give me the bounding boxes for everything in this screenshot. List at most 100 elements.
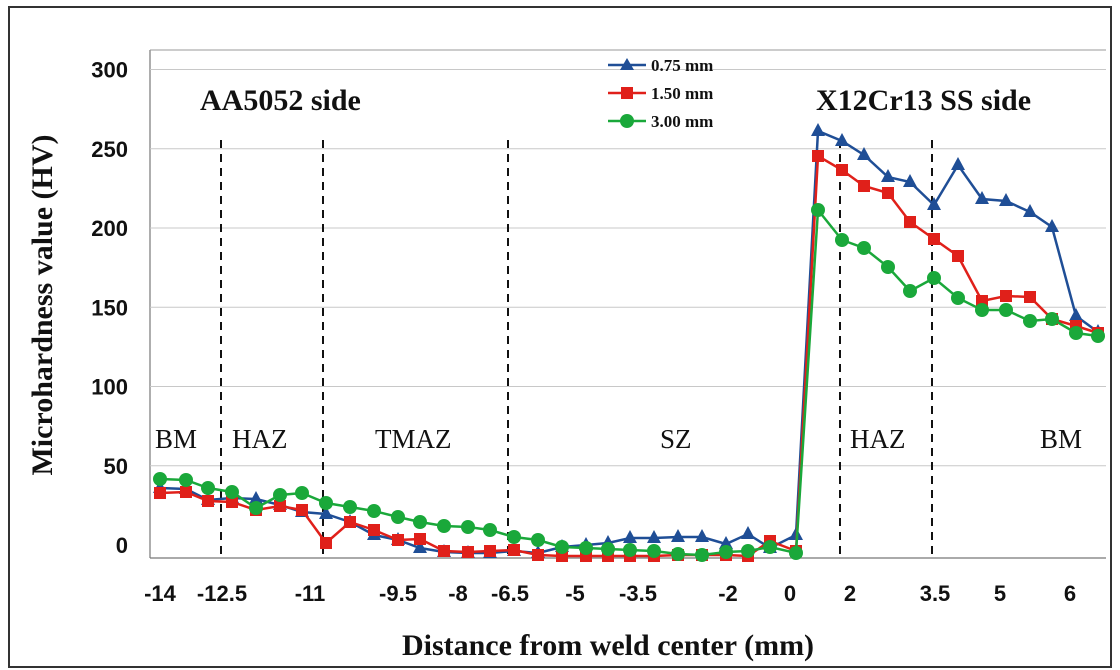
data-point	[671, 529, 685, 542]
data-point	[1045, 312, 1059, 326]
data-point	[295, 486, 309, 500]
data-point	[927, 197, 941, 210]
data-point	[999, 193, 1013, 206]
series-3-00-mm	[153, 203, 1105, 562]
x-tick--12.5: -12.5	[197, 581, 247, 606]
data-point	[392, 534, 404, 546]
series-layer	[153, 123, 1105, 562]
y-tick-300: 300	[91, 58, 128, 83]
data-point	[763, 540, 777, 554]
data-point	[789, 546, 803, 560]
data-point	[975, 303, 989, 317]
data-point	[484, 545, 496, 557]
data-point	[413, 515, 427, 529]
data-point	[623, 543, 637, 557]
legend-label-1-50: 1.50 mm	[651, 84, 713, 103]
data-point	[273, 488, 287, 502]
legend-marker-triangle-icon	[620, 58, 634, 70]
data-point	[903, 174, 917, 187]
y-tick-100: 100	[91, 375, 128, 400]
legend-label-3-00: 3.00 mm	[651, 112, 713, 131]
data-point	[1069, 308, 1083, 321]
data-point	[835, 133, 849, 146]
region-label-tmaz: TMAZ	[375, 424, 452, 454]
data-point	[1023, 314, 1037, 328]
data-point	[483, 523, 497, 537]
data-point	[903, 284, 917, 298]
y-tick-50: 50	[104, 454, 128, 479]
data-point	[881, 260, 895, 274]
data-point	[555, 540, 569, 554]
legend-label-0-75: 0.75 mm	[651, 56, 713, 75]
data-point	[532, 549, 544, 561]
data-point	[811, 123, 825, 136]
data-point	[975, 191, 989, 204]
data-point	[531, 533, 545, 547]
data-point	[719, 536, 733, 549]
x-tick-0: 0	[784, 581, 796, 606]
data-point	[858, 180, 870, 192]
data-point	[413, 540, 427, 553]
data-point	[343, 500, 357, 514]
data-point	[857, 241, 871, 255]
region-label-bm-left: BM	[155, 424, 197, 454]
y-tick-labels: 0 50 100 150 200 250 300 350	[91, 0, 128, 558]
x-tick--3.5: -3.5	[619, 581, 657, 606]
x-tick--2: -2	[718, 581, 738, 606]
zone-boundaries	[220, 140, 933, 558]
data-point	[671, 547, 685, 561]
data-point	[951, 291, 965, 305]
y-tick-350: 350	[91, 0, 128, 3]
data-point	[811, 203, 825, 217]
data-point	[249, 501, 263, 515]
x-tick-6: 6	[1064, 581, 1076, 606]
data-point	[579, 541, 593, 555]
data-point	[226, 496, 238, 508]
x-tick-3.5: 3.5	[920, 581, 951, 606]
x-axis-label: Distance from weld center (mm)	[402, 629, 814, 662]
data-point	[951, 157, 965, 170]
region-label-haz-left: HAZ	[232, 424, 288, 454]
data-point	[741, 526, 755, 539]
x-tick--5: -5	[565, 581, 585, 606]
x-tick--8: -8	[448, 581, 468, 606]
x-tick--14: -14	[144, 581, 177, 606]
data-point	[835, 233, 849, 247]
data-point	[202, 495, 214, 507]
data-point	[225, 485, 239, 499]
x-tick--6.5: -6.5	[491, 581, 529, 606]
data-point	[507, 530, 521, 544]
data-point	[999, 303, 1013, 317]
x-tick--9.5: -9.5	[379, 581, 417, 606]
x-tick-5: 5	[994, 581, 1006, 606]
right-side-label: X12Cr13 SS side	[816, 84, 1031, 117]
data-point	[154, 487, 166, 499]
x-tick-2: 2	[844, 581, 856, 606]
x-tick-labels: -14 -12.5 -11 -9.5 -8 -6.5 -5 -3.5 -2 0 2 3.5 5 6	[144, 581, 1076, 606]
y-tick-0: 0	[116, 533, 128, 558]
data-point	[462, 546, 474, 558]
data-point	[836, 164, 848, 176]
data-point	[319, 496, 333, 510]
y-axis-label: Microhardness value (HV)	[26, 134, 59, 475]
data-point	[508, 544, 520, 556]
region-label-bm-right: BM	[1040, 424, 1082, 454]
data-point	[928, 233, 940, 245]
data-point	[623, 530, 637, 543]
data-point	[1000, 290, 1012, 302]
data-point	[414, 533, 426, 545]
series-1-50-mm	[154, 150, 1104, 562]
data-point	[296, 504, 308, 516]
data-point	[320, 537, 332, 549]
data-point	[461, 520, 475, 534]
data-point	[719, 545, 733, 559]
data-point	[201, 481, 215, 495]
data-point	[391, 510, 405, 524]
y-tick-250: 250	[91, 137, 128, 162]
legend: 0.75 mm 1.50 mm 3.00 mm	[608, 56, 713, 131]
data-point	[647, 544, 661, 558]
data-point	[927, 271, 941, 285]
data-point	[1023, 204, 1037, 217]
data-point	[368, 524, 380, 536]
